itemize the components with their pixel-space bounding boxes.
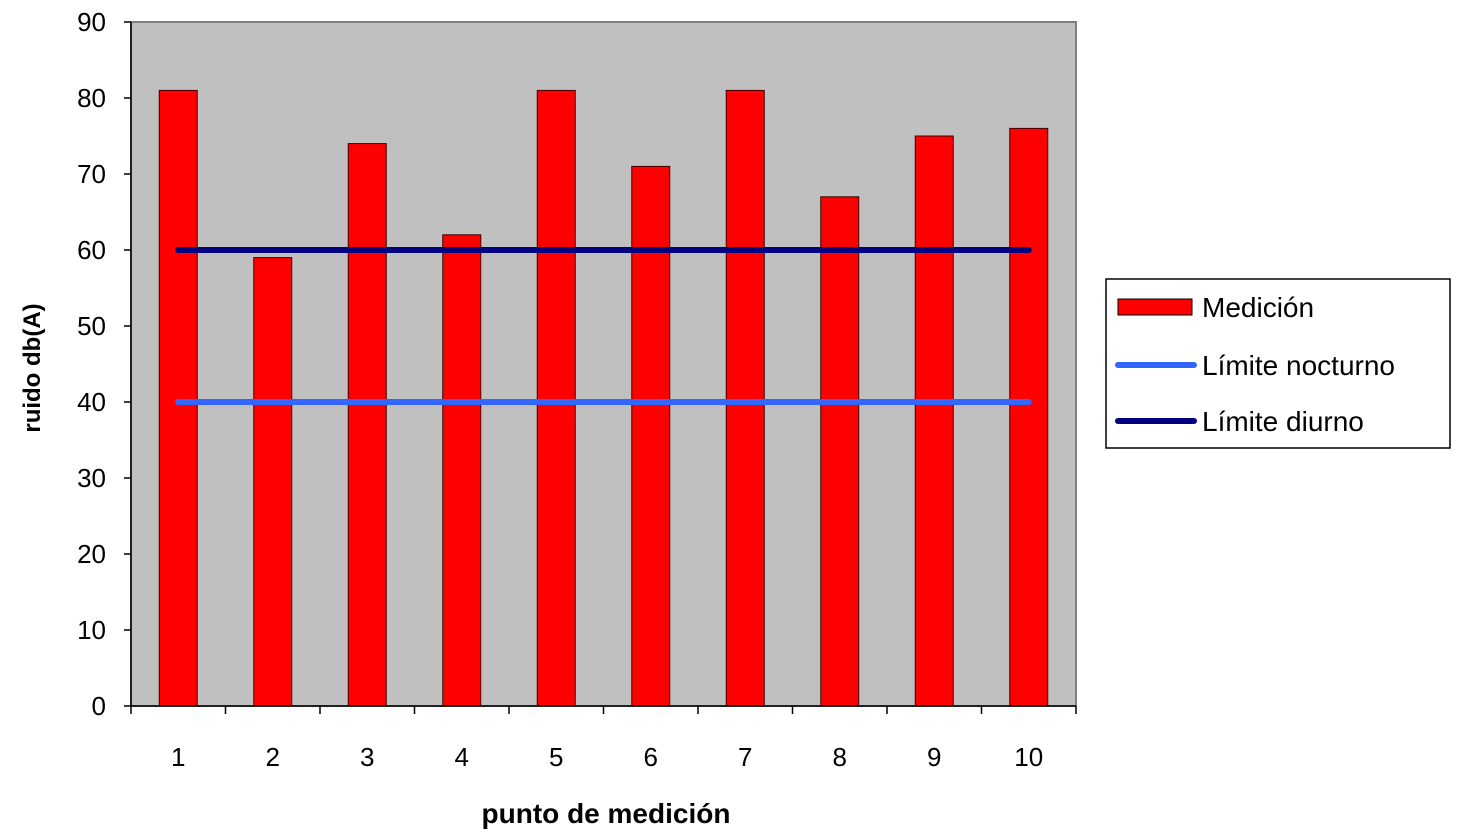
x-tick-label: 5 xyxy=(549,742,563,772)
y-tick-label: 20 xyxy=(77,539,106,569)
legend-label-medicion: Medición xyxy=(1202,292,1314,323)
x-tick-label: 10 xyxy=(1014,742,1043,772)
y-tick-label: 40 xyxy=(77,387,106,417)
x-tick-label: 3 xyxy=(360,742,374,772)
bar-4 xyxy=(442,234,482,707)
x-tick-labels: 1 2 3 4 5 6 7 8 9 10 xyxy=(171,742,1043,772)
legend-swatch-medicion xyxy=(1117,298,1193,316)
bar-2 xyxy=(253,257,293,707)
x-tick-label: 2 xyxy=(266,742,280,772)
bar-8 xyxy=(820,196,860,707)
y-tick-label: 60 xyxy=(77,235,106,265)
legend-label-limite-nocturno: Límite nocturno xyxy=(1202,350,1395,381)
bar-7 xyxy=(725,89,765,707)
x-tick-label: 4 xyxy=(455,742,469,772)
bar-1 xyxy=(158,89,198,707)
y-tick-label: 80 xyxy=(77,83,106,113)
bar-10 xyxy=(1009,127,1049,707)
y-tick-labels: 0 10 20 30 40 50 60 70 80 90 xyxy=(77,7,106,721)
y-tick-label: 70 xyxy=(77,159,106,189)
y-tick-label: 90 xyxy=(77,7,106,37)
x-tick-label: 8 xyxy=(833,742,847,772)
bar-series-medicion xyxy=(158,89,1049,707)
y-tick-label: 10 xyxy=(77,615,106,645)
bar-9 xyxy=(914,135,954,707)
x-tick-label: 9 xyxy=(927,742,941,772)
bar-3 xyxy=(347,143,387,707)
y-tick-label: 0 xyxy=(92,691,106,721)
legend-items: Medición Límite nocturno Límite diurno xyxy=(1115,292,1395,437)
x-tick-label: 6 xyxy=(644,742,658,772)
limit-lines xyxy=(175,247,1032,405)
axes xyxy=(124,21,1077,714)
y-tick-label: 50 xyxy=(77,311,106,341)
x-tick-label: 7 xyxy=(738,742,752,772)
legend: Medición Límite nocturno Límite diurno xyxy=(1105,278,1451,449)
legend-label-limite-diurno: Límite diurno xyxy=(1202,406,1364,437)
x-tick-label: 1 xyxy=(171,742,185,772)
y-axis-title: ruido db(A) xyxy=(19,303,46,432)
y-tick-label: 30 xyxy=(77,463,106,493)
bar-5 xyxy=(536,89,576,707)
x-axis-title: punto de medición xyxy=(482,798,731,829)
